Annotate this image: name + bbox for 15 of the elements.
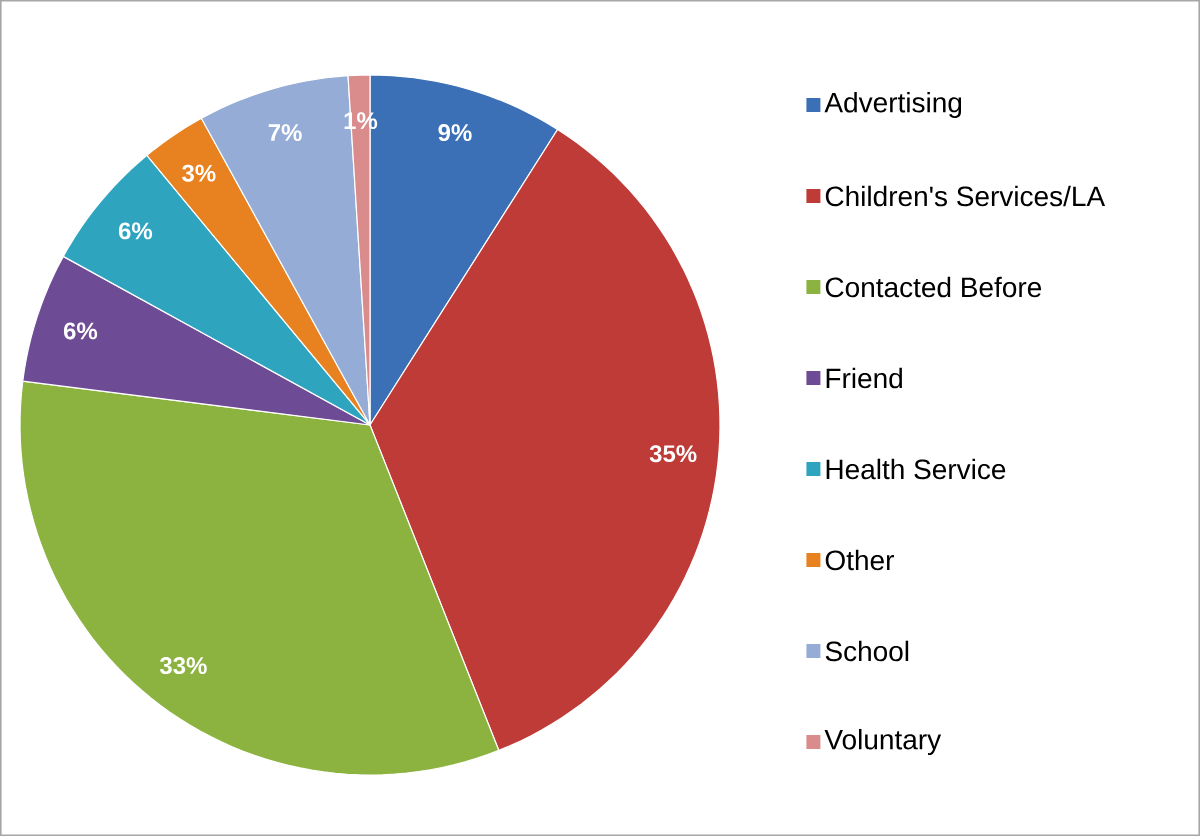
data-label: 9%	[438, 124, 472, 142]
legend-label: Contacted Before	[825, 276, 1042, 298]
legend-label: Health Service	[826, 458, 1006, 480]
data-label: 6%	[118, 222, 153, 240]
data-label: 35%	[649, 445, 697, 463]
data-label: 33%	[159, 657, 207, 675]
data-label: 6%	[63, 322, 98, 340]
legend-label: Children's Services/LA	[825, 185, 1106, 207]
legend-label: Friend	[826, 367, 902, 389]
legend-label: Advertising	[824, 91, 962, 119]
legend-label: Voluntary	[824, 728, 942, 756]
legend-label: School	[825, 640, 909, 662]
data-label: 7%	[268, 124, 302, 142]
data-label: 3%	[182, 164, 216, 182]
legend-label: Other	[825, 549, 894, 571]
